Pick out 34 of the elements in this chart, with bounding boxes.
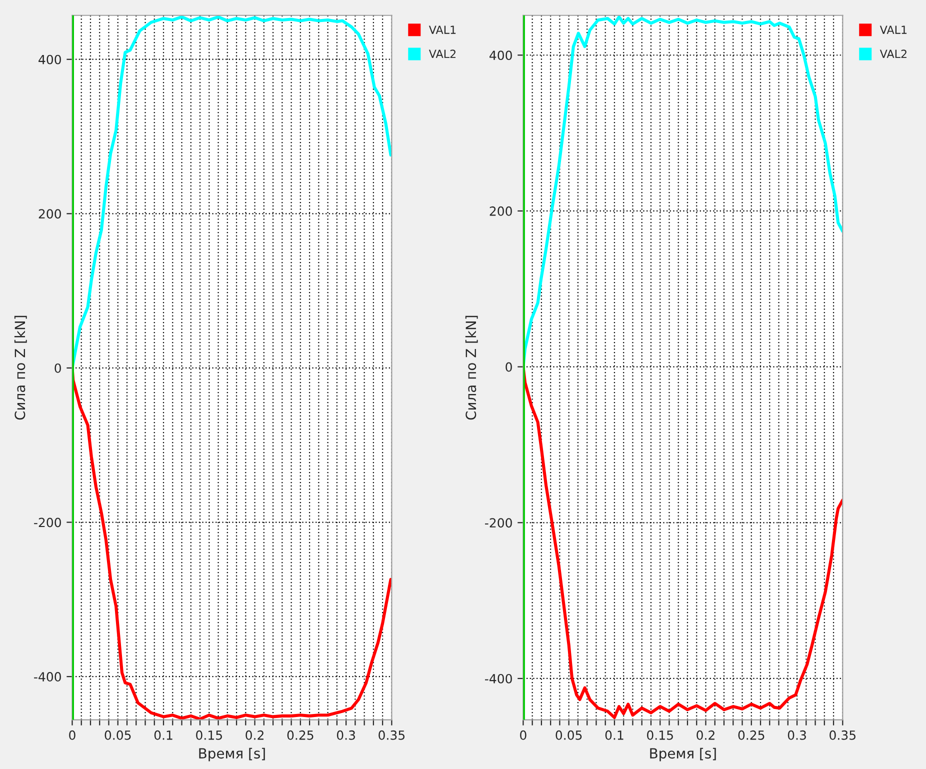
x-tick-label: 0 <box>520 730 526 740</box>
x-tick-label: 0.25 <box>287 730 314 740</box>
legend-label: VAL1 <box>428 26 456 34</box>
y-tick-label: 0 <box>54 363 61 373</box>
y-axis-title: Сила по Z [kN] <box>465 316 478 420</box>
x-tick-label: 0.2 <box>246 730 264 740</box>
x-tick-label: 0.3 <box>788 730 806 740</box>
y-tick-label: 400 <box>490 50 512 60</box>
x-tick-label: 0.2 <box>696 730 714 740</box>
x-tick-label: 0.05 <box>104 730 131 740</box>
x-tick-label: 0.15 <box>196 730 222 740</box>
x-tick-label: 0.35 <box>830 730 856 740</box>
x-tick-label: 0.35 <box>378 730 405 740</box>
y-tick-label: 200 <box>490 206 512 216</box>
y-tick-label: -400 <box>34 672 61 682</box>
legend-label: VAL2 <box>428 50 456 58</box>
y-tick-label: 400 <box>38 54 61 64</box>
x-axis-title: Время [s] <box>199 748 265 762</box>
y-tick-label: -400 <box>485 674 512 684</box>
x-tick-label: 0.1 <box>605 730 624 740</box>
legend-label: VAL1 <box>880 26 907 34</box>
x-tick-label: 0.05 <box>556 730 582 740</box>
y-tick-label: -200 <box>485 518 512 528</box>
x-tick-label: 0.25 <box>738 730 764 740</box>
y-tick-label: 0 <box>506 362 512 372</box>
x-tick-label: 0.1 <box>154 730 172 740</box>
x-tick-label: 0.3 <box>336 730 355 740</box>
x-tick-label: 0 <box>69 730 76 740</box>
y-axis-title: Сила по Z [kN] <box>14 316 27 420</box>
y-tick-label: 200 <box>38 209 61 219</box>
x-tick-label: 0.15 <box>647 730 673 740</box>
legend-label: VAL2 <box>880 50 906 58</box>
y-tick-label: -200 <box>34 518 61 528</box>
x-axis-title: Время [s] <box>650 748 716 762</box>
